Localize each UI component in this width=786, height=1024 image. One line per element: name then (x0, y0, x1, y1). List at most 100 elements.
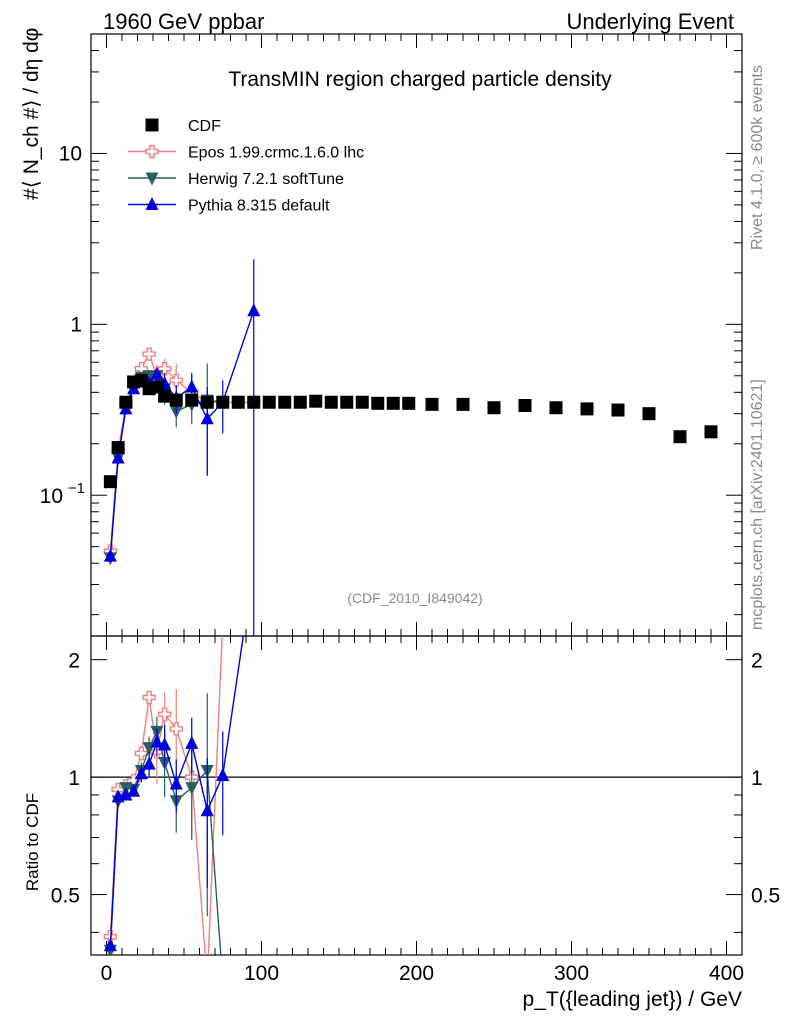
legend-entry-3-marker (145, 197, 159, 210)
series-1-point (142, 347, 156, 361)
cdf-point (216, 395, 230, 409)
y-tick-label: 1 (70, 313, 82, 336)
cdf-point (704, 425, 718, 439)
legend-entry-3-label: Pythia 8.315 default (188, 198, 330, 215)
x-tick-label: 400 (709, 962, 744, 985)
header-right: Underlying Event (566, 9, 734, 34)
chart-title: TransMIN region charged particle density (228, 68, 612, 91)
cdf-point (158, 389, 172, 403)
cdf-point (293, 395, 307, 409)
series-3-ratio-point (119, 787, 133, 801)
ratio-frame (90, 635, 743, 956)
series-3-ratio-point (127, 783, 141, 797)
legend-entry-2-marker (145, 172, 159, 186)
legend-entry-0-marker (145, 118, 159, 132)
cdf-point (673, 430, 687, 444)
y-tick-label-exp: −1 (68, 480, 85, 497)
legend-entry-3: Pythia 8.315 default (128, 197, 330, 215)
cdf-point (456, 397, 470, 411)
ratio-y-tick-label: 0.5 (51, 885, 80, 908)
cdf-point (371, 396, 385, 410)
series-1-ratio-point (142, 690, 156, 705)
series-1-ratio-point (134, 746, 149, 761)
series-3-ratio-point (185, 735, 199, 749)
reference-label: (CDF_2010_I849042) (347, 590, 482, 606)
ratio-y-tick-label: 1 (68, 767, 80, 790)
series-3-ratio-point (200, 803, 214, 817)
series-3-ratio-line (109, 636, 244, 946)
series-3-point (200, 411, 214, 425)
series-3-ratio-point (158, 737, 172, 751)
cdf-point (386, 396, 400, 410)
mcplots-label: mcplots.cern.ch [arXiv:2401.10621] (749, 379, 766, 630)
cdf-point (355, 395, 369, 409)
cdf-point (111, 441, 125, 455)
cdf-point (518, 398, 532, 412)
x-tick-label: 100 (244, 962, 279, 985)
series-1-ratio-point (169, 722, 183, 736)
ratio-y-tick-label: 2 (68, 650, 80, 673)
cdf-point (278, 395, 292, 409)
series-3-line (109, 310, 255, 557)
cdf-point (103, 475, 117, 489)
rivet-label: Rivet 4.1.0, ≥ 600k events (749, 65, 766, 250)
series-3-point (247, 303, 261, 317)
cdf-point (200, 395, 214, 409)
legend-entry-1: Epos 1.99.crmc.1.6.0 lhc (128, 145, 364, 162)
cdf-point (262, 395, 276, 409)
ratio-y-tick-label-right: 1 (751, 767, 763, 790)
cdf-point (580, 402, 594, 416)
cdf-point (402, 396, 416, 410)
series-1-ratio-line (109, 636, 223, 955)
cdf-point (425, 397, 439, 411)
cdf-point (185, 393, 199, 407)
legend-entry-2-label: Herwig 7.2.1 softTune (188, 171, 344, 188)
y-tick-label: 10 (40, 485, 63, 508)
series-3-point (103, 548, 117, 562)
cdf-point (324, 395, 338, 409)
cdf-point (611, 403, 625, 417)
series-3-ratio-point (169, 776, 183, 790)
series-1-point (169, 373, 183, 388)
legend-entry-2: Herwig 7.2.1 softTune (128, 171, 344, 188)
series-1-ratio-point (157, 707, 172, 721)
cdf-point (487, 401, 501, 415)
ratio-plot: 0 100 200 300 400 0.5 0.5 1 1 2 2 (51, 635, 780, 985)
series-1-point (157, 361, 172, 376)
series-3-point (150, 366, 164, 380)
legend: CDF Epos 1.99.crmc.1.6.0 lhc Herwig 7.2.1 … (128, 118, 364, 215)
cdf-point (247, 395, 261, 409)
series-3-point (185, 379, 199, 393)
legend-entry-0: CDF (145, 118, 221, 135)
cdf-point (549, 401, 563, 415)
ratio-y-tick-label-right: 2 (751, 650, 763, 673)
series-3-point (111, 450, 125, 464)
series-2-ratio-point (185, 782, 199, 796)
legend-entry-1-marker (145, 144, 159, 159)
ratio-y-tick-label-right: 0.5 (751, 885, 780, 908)
cdf-point (231, 395, 245, 409)
series-3-ratio-point (216, 767, 230, 781)
cdf-point (309, 394, 323, 408)
main-plot: 10 −1 1 10 (40, 33, 743, 637)
ratio-series (103, 636, 244, 955)
ratio-y-axis-label: Ratio to CDF (23, 793, 42, 891)
series-3-ratio-point (142, 756, 156, 770)
y-tick-label: 10 (59, 142, 82, 165)
x-axis-label: p_T({leading jet}) / GeV (523, 988, 742, 1011)
main-series (103, 259, 718, 636)
cdf-point (340, 395, 354, 409)
header-left: 1960 GeV ppbar (103, 9, 264, 34)
series-3-ratio-point (150, 734, 164, 748)
series-3-ratio-point (134, 766, 148, 780)
series-3-ratio-point (103, 938, 117, 952)
legend-entry-0-label: CDF (188, 118, 221, 135)
x-tick-label: 0 (101, 962, 113, 985)
cdf-point (119, 395, 133, 409)
x-tick-label: 200 (399, 962, 434, 985)
cdf-point (169, 393, 183, 407)
y-axis-label: #⟨ N_ch #⟩ / dη dφ (20, 28, 43, 200)
x-tick-label: 300 (554, 962, 589, 985)
cdf-point (642, 407, 656, 421)
